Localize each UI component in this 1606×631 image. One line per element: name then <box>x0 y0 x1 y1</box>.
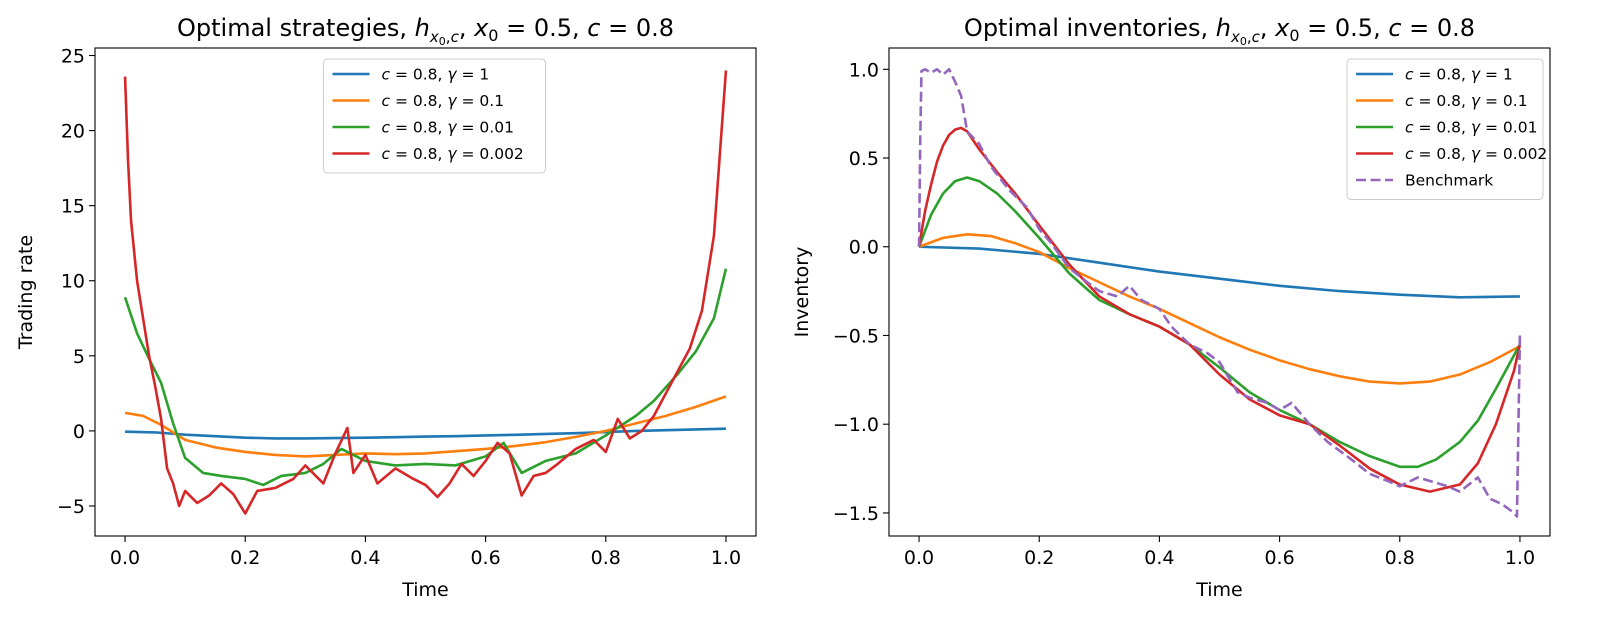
x-tick-label: 0.0 <box>904 547 934 569</box>
legend-label-5: Benchmark <box>1405 172 1493 190</box>
x-tick-label: 0.0 <box>110 547 140 569</box>
y-tick-label: −1.5 <box>833 503 879 525</box>
series-group <box>917 67 1522 518</box>
y-tick-label: 0.0 <box>849 237 879 259</box>
plot-frame <box>94 47 757 537</box>
legend-label-3: c = 0.8, γ = 0.01 <box>1405 119 1537 137</box>
x-tick-label: 0.4 <box>1144 547 1174 569</box>
chart-panel-1: 0.0 0.2 0.4 0.6 0.8 1.0 −5 0 5 10 15 20 25 Time Tradin… <box>15 14 757 601</box>
series-line-3 <box>123 268 728 487</box>
series-group <box>123 70 728 515</box>
series-line-2 <box>124 395 727 458</box>
legend-label-4: c = 0.8, γ = 0.002 <box>382 145 524 163</box>
series-line-1 <box>919 245 1520 299</box>
chart-title: Optimal inventories, hx0,c, x0 = 0.5, c … <box>964 14 1475 48</box>
series-line-4 <box>123 70 728 515</box>
legend-box <box>1346 58 1544 200</box>
series-line-2 <box>918 233 1521 385</box>
y-tick-label: 0.5 <box>849 148 879 170</box>
legend-label-2: c = 0.8, γ = 0.1 <box>1405 92 1528 110</box>
y-tick-label: −1.0 <box>833 414 879 436</box>
x-tick-label: 0.2 <box>230 547 260 569</box>
y-tick-label: −5 <box>57 496 85 518</box>
y-tick-label: 10 <box>61 271 85 293</box>
y-axis-label: Trading rate <box>15 235 37 350</box>
y-tick-label: 5 <box>73 346 85 368</box>
x-tick-label: 1.0 <box>1505 547 1535 569</box>
y-tick-label: 0 <box>73 421 85 443</box>
plot-frame <box>888 47 1551 537</box>
x-tick-label: 0.8 <box>1385 547 1415 569</box>
series-line-4 <box>917 126 1522 493</box>
x-axis-label: Time <box>401 579 449 601</box>
x-tick-label: 0.4 <box>350 547 380 569</box>
x-tick-label: 0.8 <box>591 547 621 569</box>
series-line-3 <box>917 176 1522 469</box>
chart-panel-2: 0.0 0.2 0.4 0.6 0.8 1.0 −1.5 −1.0 −0.5 0.0 0.5 1.0 T… <box>791 14 1551 601</box>
legend-box <box>323 58 546 174</box>
x-axis-label: Time <box>1195 579 1243 601</box>
series-line-5 <box>917 67 1522 518</box>
y-tick-label: 15 <box>61 196 85 218</box>
y-tick-label: 1.0 <box>849 59 879 81</box>
legend-label-1: c = 0.8, γ = 1 <box>382 66 490 84</box>
y-tick-label: 20 <box>61 121 85 143</box>
legend-label-1: c = 0.8, γ = 1 <box>1405 66 1513 84</box>
chart-title: Optimal strategies, hx0,c, x0 = 0.5, c =… <box>177 14 674 48</box>
legend-label-3: c = 0.8, γ = 0.01 <box>382 119 514 137</box>
x-tick-label: 1.0 <box>711 547 741 569</box>
legend: c = 0.8, γ = 1 c = 0.8, γ = 0.1 c = 0.8, γ… <box>323 58 546 174</box>
x-tick-label: 0.6 <box>1264 547 1294 569</box>
y-axis-label: Inventory <box>791 247 813 338</box>
legend-label-4: c = 0.8, γ = 0.002 <box>1405 145 1547 163</box>
x-tick-label: 0.6 <box>470 547 500 569</box>
legend: c = 0.8, γ = 1 c = 0.8, γ = 0.1 c = 0.8, γ… <box>1346 58 1547 200</box>
y-tick-label: −0.5 <box>833 325 879 347</box>
y-tick-label: 25 <box>61 46 85 68</box>
x-tick-label: 0.2 <box>1024 547 1054 569</box>
legend-label-2: c = 0.8, γ = 0.1 <box>382 92 505 110</box>
